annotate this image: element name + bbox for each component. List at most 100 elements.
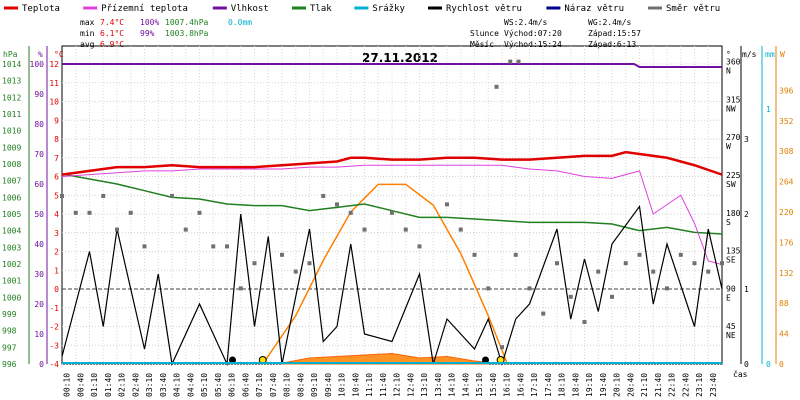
axis-c-tick: -4 [49,360,59,369]
wind-dir-point [252,261,257,266]
axis-dir-tick: 90 [726,284,736,293]
axis-c-tick: 5 [54,191,59,200]
axis-x-tick: 06:40 [241,373,250,397]
legend-label: Přízemní teplota [101,4,188,14]
wind-dir-point [472,252,477,257]
wind-dir-point [238,286,243,291]
axis-hpa-tick: 1006 [2,193,21,202]
wind-dir-point [486,286,491,291]
wind-dir-point [568,294,573,299]
axis-ms-tick: 3 [744,135,749,144]
axis-x-tick: 15:40 [489,373,498,397]
wind-dir-point [720,261,724,266]
axis-ms-tick: 0 [744,360,749,369]
axis-hpa-tick: 1001 [2,277,21,286]
stat-max-rain: 0.0mm [228,18,252,27]
axis-x-tick: 15:10 [475,373,484,397]
axis-deg-label: ° [726,50,731,59]
axis-c-tick: -3 [49,341,59,350]
axis-x-tick: 16:10 [503,373,512,397]
axis-pct-tick: 50 [34,210,44,219]
axis-dir-tick: 135 [726,247,741,256]
axis-x-tick: 04:10 [173,373,182,397]
axis-w-tick: 44 [779,330,789,339]
axis-hpa-tick: 996 [2,360,17,369]
wind-dir-point [115,227,119,232]
axis-x-tick: 08:10 [283,373,292,397]
axis-x-tick: 13:40 [434,373,443,397]
axis-w-tick: 176 [779,238,794,247]
axis-x-tick: 03:40 [159,373,168,397]
axis-x-tick: 11:10 [365,373,374,397]
axis-x-tick: 05:10 [200,373,209,397]
sun-set: Západ:15:57 [588,29,641,38]
axis-c-tick: 2 [54,248,59,257]
axis-hpa-tick: 1000 [2,293,21,302]
axis-dir-tick: 360 [726,58,741,67]
wind-dir-point [225,244,229,249]
axis-x-tick: 00:10 [63,373,72,397]
wind-dir-point [211,244,216,249]
axis-dir-tick: 180 [726,209,741,218]
axis-x-tick: 04:40 [186,373,195,397]
wind-dir-point [362,227,367,232]
axis-dir-compass: E [726,293,731,302]
axis-dir-compass: W [726,142,731,151]
wind-dir-point [142,244,147,249]
axis-x-tick: 19:10 [585,373,594,397]
axis-x-tick: 12:40 [406,373,415,397]
axis-x-tick: 01:10 [90,373,99,397]
axis-pct-tick: 20 [34,300,44,309]
axis-w-tick: 88 [779,299,789,308]
stat-min-label: min [80,29,95,38]
wind-dir-point [623,261,628,266]
series-humidity [62,63,722,68]
axis-hpa-tick: 1008 [2,160,21,169]
wind-dir-point [513,252,518,257]
axis-c-tick: 10 [49,98,59,107]
wind-dir-point [183,227,188,232]
axis-x-tick: 10:40 [351,373,360,397]
axis-w-tick: 220 [779,208,794,217]
legend-label: Srážky [372,4,405,14]
axis-x-tick: 23:10 [695,373,704,397]
axis-c-tick: 12 [49,60,59,69]
stat-min-hum: 99% [140,29,155,38]
axis-c-tick: 3 [54,229,59,238]
axis-x-tick: 14:10 [448,373,457,397]
axis-c-tick: 1 [54,266,59,275]
axis-w-label: W [780,50,785,59]
axis-x-tick: 20:40 [626,373,635,397]
wind-dir-point [307,261,312,266]
axis-ms-tick: 2 [744,210,749,219]
legend-label: Náraz větru [564,4,624,14]
axis-x-tick: 17:40 [544,373,553,397]
axis-hpa-tick: 1011 [2,110,21,119]
axis-dir-tick: 225 [726,171,741,180]
axis-dir-compass: NE [726,331,736,340]
axis-hpa-tick: 1004 [2,227,21,236]
axis-x-tick: 03:10 [145,373,154,397]
axis-mm-tick: 1 [766,105,771,114]
axis-x-tick: 19:40 [599,373,608,397]
stat-min-press: 1003.8hPa [165,29,209,38]
axis-w-tick: 308 [779,147,794,156]
axis-dir-tick: 315 [726,95,741,104]
axis-c-label: °C [54,50,64,59]
axis-ms-label: m/s [742,50,757,59]
wind-dir-point [637,252,642,257]
wind-dir-point [417,244,422,249]
wind-dir-point [651,269,656,274]
wind-dir-point [500,345,504,350]
sun-rise: Východ:07:20 [504,29,562,38]
axis-dir-tick: 45 [726,322,736,331]
axis-pct-tick: 10 [34,330,44,339]
axis-w-tick: 396 [779,86,794,95]
axis-x-tick: 16:40 [516,373,525,397]
axis-hpa-tick: 999 [2,310,17,319]
axis-x-tick: 23:40 [709,373,718,397]
axis-x-tick: 08:40 [296,373,305,397]
chart-title: 27.11.2012 [362,51,438,65]
wind-dir-point [60,194,64,198]
